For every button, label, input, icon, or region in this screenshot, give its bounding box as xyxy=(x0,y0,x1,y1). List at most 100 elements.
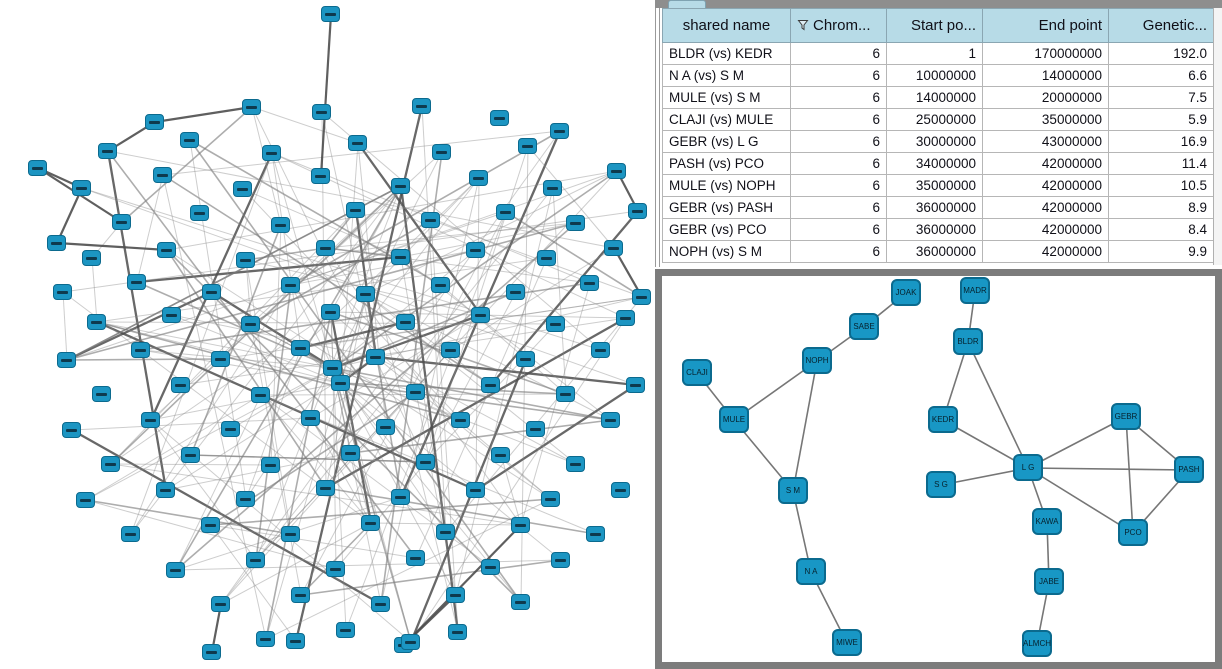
network-node[interactable] xyxy=(261,457,280,473)
network-node-kedr[interactable]: KEDR xyxy=(928,406,958,433)
cell-value[interactable]: 6 xyxy=(790,108,887,131)
cell-value[interactable]: 1 xyxy=(886,42,983,65)
cell-value[interactable]: 5.9 xyxy=(1108,108,1214,131)
cell-shared-name[interactable]: MULE (vs) S M xyxy=(662,86,791,109)
cell-shared-name[interactable]: BLDR (vs) KEDR xyxy=(662,42,791,65)
network-node[interactable] xyxy=(301,410,320,426)
network-node[interactable] xyxy=(541,491,560,507)
network-node-jabe[interactable]: JABE xyxy=(1034,568,1064,595)
network-node[interactable] xyxy=(180,132,199,148)
network-node[interactable] xyxy=(233,181,252,197)
network-node[interactable] xyxy=(312,104,331,120)
network-node-mule[interactable]: MULE xyxy=(719,406,749,433)
network-node[interactable] xyxy=(607,163,626,179)
cell-shared-name[interactable]: GEBR (vs) PASH xyxy=(662,196,791,219)
network-node[interactable] xyxy=(281,277,300,293)
network-node[interactable] xyxy=(72,180,91,196)
network-node[interactable] xyxy=(601,412,620,428)
network-node[interactable] xyxy=(291,587,310,603)
network-node[interactable] xyxy=(28,160,47,176)
network-node[interactable] xyxy=(171,377,190,393)
filtered-network-panel[interactable]: JOAK SABE NOPH CLAJI MULE S M N A MIWE MADR BLDR K… xyxy=(655,269,1222,669)
cell-shared-name[interactable]: PASH (vs) PCO xyxy=(662,152,791,175)
cell-value[interactable]: 14000000 xyxy=(982,64,1109,87)
network-node[interactable] xyxy=(604,240,623,256)
network-node[interactable] xyxy=(436,524,455,540)
network-node[interactable] xyxy=(323,360,342,376)
network-node[interactable] xyxy=(242,99,261,115)
network-node[interactable] xyxy=(356,286,375,302)
network-node[interactable] xyxy=(281,526,300,542)
network-node[interactable] xyxy=(286,633,305,649)
network-node[interactable] xyxy=(62,422,81,438)
cell-value[interactable]: 6 xyxy=(790,218,887,241)
network-node[interactable] xyxy=(256,631,275,647)
network-node[interactable] xyxy=(291,340,310,356)
col-header-genetic[interactable]: Genetic... xyxy=(1108,8,1214,43)
cell-value[interactable]: 170000000 xyxy=(982,42,1109,65)
cell-value[interactable]: 14000000 xyxy=(886,86,983,109)
table-row[interactable]: GEBR (vs) PCO 6 36000000 42000000 8.4 xyxy=(662,218,1214,241)
table-row[interactable]: NOPH (vs) S M 6 36000000 42000000 9.9 xyxy=(662,240,1214,263)
table-panel-tab[interactable] xyxy=(668,0,706,8)
col-header-end-point[interactable]: End point xyxy=(982,8,1109,43)
network-node[interactable] xyxy=(511,517,530,533)
network-node[interactable] xyxy=(401,634,420,650)
network-node-gebr[interactable]: GEBR xyxy=(1111,403,1141,430)
network-node[interactable] xyxy=(361,515,380,531)
table-row[interactable]: MULE (vs) S M 6 14000000 20000000 7.5 xyxy=(662,86,1214,109)
network-node[interactable] xyxy=(490,110,509,126)
network-node[interactable] xyxy=(412,98,431,114)
network-node[interactable] xyxy=(591,342,610,358)
cell-value[interactable]: 20000000 xyxy=(982,86,1109,109)
network-node[interactable] xyxy=(546,316,565,332)
network-node[interactable] xyxy=(76,492,95,508)
network-node[interactable] xyxy=(448,624,467,640)
network-node[interactable] xyxy=(391,178,410,194)
network-node-pash[interactable]: PASH xyxy=(1174,456,1204,483)
network-node[interactable] xyxy=(551,552,570,568)
network-node[interactable] xyxy=(511,594,530,610)
network-node-joak[interactable]: JOAK xyxy=(891,279,921,306)
cell-value[interactable]: 6.6 xyxy=(1108,64,1214,87)
network-node[interactable] xyxy=(518,138,537,154)
network-node[interactable] xyxy=(451,412,470,428)
cell-value[interactable]: 6 xyxy=(790,240,887,263)
network-node[interactable] xyxy=(145,114,164,130)
network-node[interactable] xyxy=(516,351,535,367)
network-node[interactable] xyxy=(341,445,360,461)
network-node-kawa[interactable]: KAWA xyxy=(1032,508,1062,535)
cell-value[interactable]: 43000000 xyxy=(982,130,1109,153)
network-node[interactable] xyxy=(396,314,415,330)
network-node[interactable] xyxy=(141,412,160,428)
table-row[interactable]: CLAJI (vs) MULE 6 25000000 35000000 5.9 xyxy=(662,108,1214,131)
network-node[interactable] xyxy=(466,482,485,498)
network-node[interactable] xyxy=(112,214,131,230)
cell-value[interactable]: 42000000 xyxy=(982,218,1109,241)
network-node-noph[interactable]: NOPH xyxy=(802,347,832,374)
network-node-madr[interactable]: MADR xyxy=(960,277,990,304)
cell-value[interactable]: 30000000 xyxy=(886,130,983,153)
network-node[interactable] xyxy=(47,235,66,251)
network-node[interactable] xyxy=(586,526,605,542)
network-node[interactable] xyxy=(566,456,585,472)
cell-value[interactable]: 6 xyxy=(790,130,887,153)
network-node[interactable] xyxy=(157,242,176,258)
cell-value[interactable]: 35000000 xyxy=(886,174,983,197)
network-node-bldr[interactable]: BLDR xyxy=(953,328,983,355)
overview-network-canvas[interactable] xyxy=(0,0,653,669)
network-node[interactable] xyxy=(271,217,290,233)
network-node[interactable] xyxy=(221,421,240,437)
network-node-n-a[interactable]: N A xyxy=(796,558,826,585)
cell-value[interactable]: 42000000 xyxy=(982,196,1109,219)
table-row[interactable]: GEBR (vs) PASH 6 36000000 42000000 8.9 xyxy=(662,196,1214,219)
cell-value[interactable]: 6 xyxy=(790,152,887,175)
network-node[interactable] xyxy=(432,144,451,160)
cell-value[interactable]: 9.9 xyxy=(1108,240,1214,263)
network-node[interactable] xyxy=(153,167,172,183)
network-node[interactable] xyxy=(57,352,76,368)
cell-shared-name[interactable]: GEBR (vs) PCO xyxy=(662,218,791,241)
network-node[interactable] xyxy=(101,456,120,472)
network-node-l-g[interactable]: L G xyxy=(1013,454,1043,481)
cell-shared-name[interactable]: NOPH (vs) S M xyxy=(662,240,791,263)
